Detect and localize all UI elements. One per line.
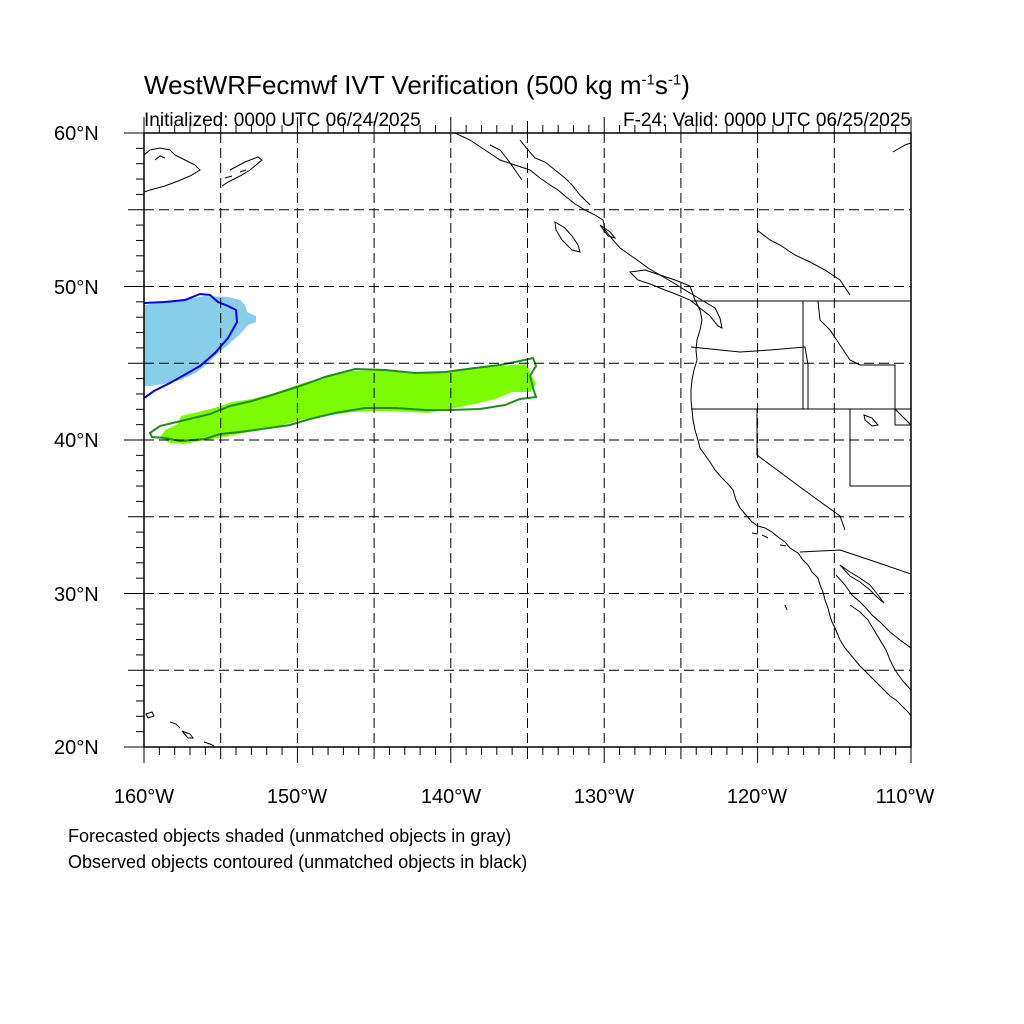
lon-label-130w: 130°W <box>573 786 635 808</box>
coastlines-and-borders <box>144 133 911 747</box>
axis-ticks <box>124 117 912 763</box>
page-title: WestWRFecmwf IVT Verification (500 kg m-… <box>144 70 690 100</box>
note-forecast: Forecasted objects shaded (unmatched obj… <box>68 826 512 846</box>
initialized-time: Initialized: 0000 UTC 06/24/2025 <box>144 110 421 131</box>
observed-contour-blue <box>144 292 239 399</box>
forecast-object-green <box>160 364 536 444</box>
lat-label-50: 50°N <box>54 277 99 299</box>
lat-label-30: 30°N <box>54 584 99 606</box>
valid-time: F-24: Valid: 0000 UTC 06/25/2025 <box>623 110 911 131</box>
note-observed: Observed objects contoured (unmatched ob… <box>68 852 528 872</box>
graticule <box>144 133 911 747</box>
lon-label-110w: 110°W <box>875 786 935 808</box>
lon-label-120w: 120°W <box>726 786 788 808</box>
lat-label-60: 60°N <box>54 123 99 145</box>
lat-label-20: 20°N <box>54 737 99 759</box>
observed-contour-green <box>148 356 538 443</box>
lon-label-160w: 160°W <box>113 786 175 808</box>
lon-label-150w: 150°W <box>266 786 328 808</box>
lat-label-40: 40°N <box>54 430 99 452</box>
lon-label-140w: 140°W <box>420 786 482 808</box>
forecast-object-blue <box>144 296 256 386</box>
